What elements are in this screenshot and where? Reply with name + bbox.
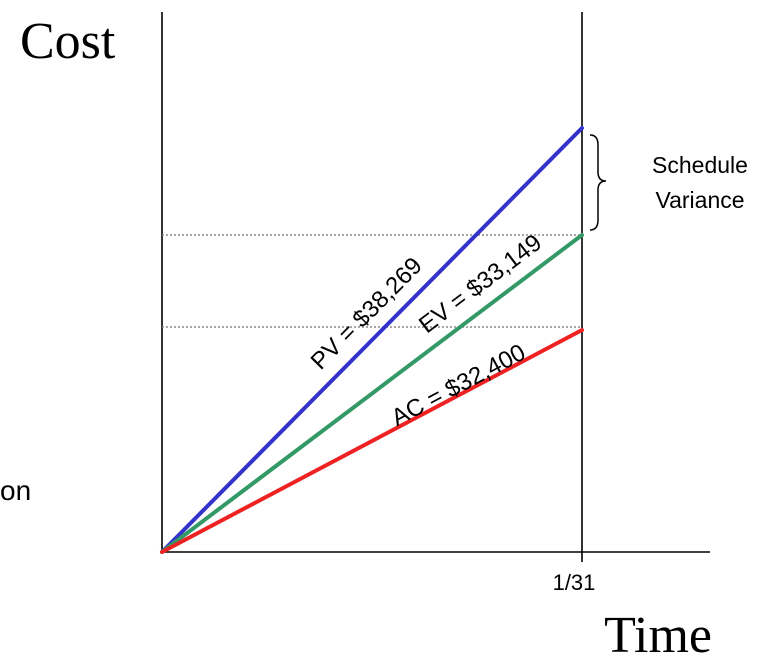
schedule-variance-label-line2: Variance <box>655 187 744 213</box>
ev-line <box>160 233 584 554</box>
y-axis-label: Cost <box>20 13 116 70</box>
x-axis-label: Time <box>604 607 712 660</box>
pv-line <box>160 126 584 554</box>
ev-label: EV = $33,149 <box>414 229 547 339</box>
schedule-variance-brace <box>589 134 607 231</box>
ac-line <box>160 328 584 554</box>
fragment-text: on <box>0 475 31 506</box>
pv-label: PV = $38,269 <box>306 252 428 375</box>
ac-label: AC = $32,400 <box>387 339 530 432</box>
x-tick-label: 1/31 <box>553 570 596 595</box>
schedule-variance-label-line1: Schedule <box>652 152 748 178</box>
